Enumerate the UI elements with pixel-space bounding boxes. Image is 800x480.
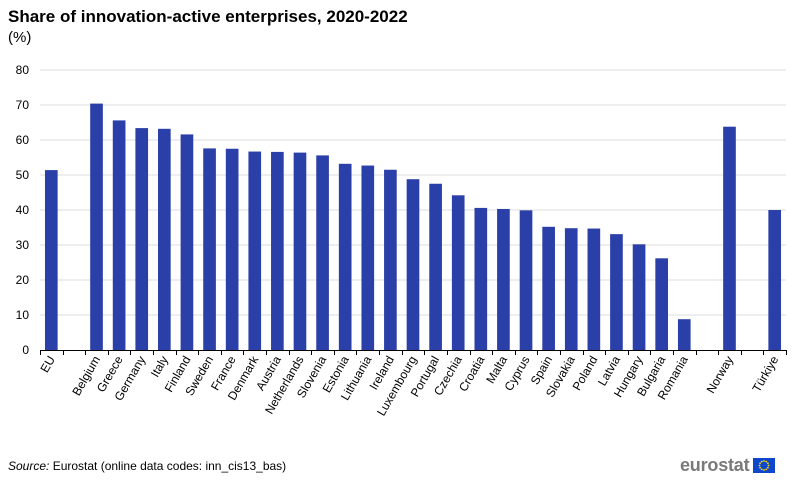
y-tick-label: 60 <box>16 133 30 147</box>
x-tick-label: Italy <box>148 354 171 380</box>
bar-lithuania <box>361 165 375 350</box>
bar-cyprus <box>519 210 533 350</box>
y-tick-label: 10 <box>16 308 30 322</box>
y-tick-label: 30 <box>16 238 30 252</box>
bar-italy <box>158 128 171 350</box>
x-tick-label: EU <box>37 354 57 375</box>
bar-norway <box>723 126 736 350</box>
bar-austria <box>271 151 284 350</box>
bar-t-rkiye <box>768 210 782 350</box>
bar-ireland <box>384 169 397 350</box>
bar-croatia <box>474 207 488 350</box>
bar-netherlands <box>293 152 307 350</box>
bar-eu <box>44 170 58 350</box>
bar-belgium <box>90 103 103 350</box>
bar-malta <box>497 208 510 350</box>
bar-germany <box>135 128 149 350</box>
eu-flag-icon <box>753 457 776 473</box>
bar-luxembourg <box>406 179 420 350</box>
bar-romania <box>677 319 691 350</box>
y-tick-label: 0 <box>22 343 29 357</box>
x-tick-label: Norway <box>704 354 736 396</box>
bar-portugal <box>429 183 442 350</box>
y-tick-label: 20 <box>16 273 30 287</box>
source-label: Source: <box>8 459 50 473</box>
bar-denmark <box>248 151 262 350</box>
y-tick-label: 80 <box>16 63 30 77</box>
y-tick-label: 50 <box>16 168 30 182</box>
bar-bulgaria <box>655 258 668 350</box>
bar-czechia <box>451 195 465 350</box>
y-tick-label: 70 <box>16 98 30 112</box>
bar-latvia <box>610 234 623 350</box>
y-tick-label: 40 <box>16 203 30 217</box>
eurostat-logo: eurostat <box>680 455 776 475</box>
bar-finland <box>180 134 194 350</box>
source-text: Eurostat (online data codes: inn_cis13_b… <box>49 459 287 473</box>
bar-spain <box>542 226 555 350</box>
chart-title: Share of innovation-active enterprises, … <box>8 7 408 26</box>
eurostat-wordmark: eurostat <box>680 455 750 475</box>
bar-slovakia <box>564 228 578 350</box>
bar-hungary <box>632 244 646 350</box>
bar-greece <box>112 120 126 351</box>
x-tick-label: Belgium <box>69 354 103 399</box>
bar-sweden <box>203 148 216 350</box>
x-tick-label: Türkiye <box>749 353 781 394</box>
bar-estonia <box>338 163 352 350</box>
source-note: Source: Eurostat (online data codes: inn… <box>8 459 286 473</box>
bar-slovenia <box>316 155 329 350</box>
bar-poland <box>587 228 601 350</box>
chart-unit: (%) <box>8 29 32 46</box>
bar-france <box>225 148 239 350</box>
